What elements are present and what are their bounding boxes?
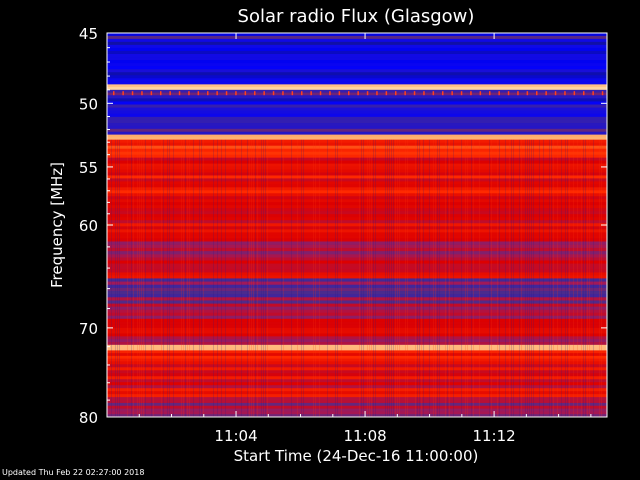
y-tick-label: 45 xyxy=(79,25,98,43)
y-tick-label: 80 xyxy=(79,409,98,427)
y-tick-label: 50 xyxy=(79,95,98,113)
y-axis-label: Frequency [MHz] xyxy=(48,162,66,288)
frequency-band xyxy=(107,303,607,329)
frequency-band xyxy=(107,95,607,124)
x-tick-label: 11:04 xyxy=(214,427,257,445)
frequency-band xyxy=(107,89,607,96)
frequency-band xyxy=(107,84,607,91)
y-tick-label: 60 xyxy=(79,217,98,235)
frequency-band xyxy=(107,154,607,209)
x-tick-label: 11:12 xyxy=(472,427,515,445)
frequency-band xyxy=(107,139,607,156)
frequency-band xyxy=(107,123,607,136)
y-tick-label: 55 xyxy=(79,159,98,177)
frequency-band xyxy=(107,257,607,279)
frequency-band xyxy=(107,134,607,141)
interference-markers xyxy=(113,91,604,96)
frequency-band xyxy=(107,208,607,242)
time-streaks xyxy=(111,139,602,417)
frequency-band xyxy=(107,350,607,362)
frequency-band xyxy=(107,344,607,351)
update-timestamp: Updated Thu Feb 22 02:27:00 2018 xyxy=(2,468,145,477)
frequency-band xyxy=(107,400,607,418)
frequency-band xyxy=(107,41,607,85)
x-axis-label: Start Time (24-Dec-16 11:00:00) xyxy=(234,447,479,465)
chart-title: Solar radio Flux (Glasgow) xyxy=(238,6,475,27)
y-tick-label: 70 xyxy=(79,320,98,338)
frequency-band xyxy=(107,241,607,258)
frequency-band xyxy=(107,327,607,346)
spectrogram-plot-area xyxy=(107,33,607,418)
x-axis: 11:04 11:08 11:12 xyxy=(138,33,592,445)
x-tick-label: 11:08 xyxy=(343,427,386,445)
y-axis: 45 50 55 60 70 80 xyxy=(79,25,607,427)
frequency-band xyxy=(107,361,607,401)
frequency-band xyxy=(107,33,607,43)
frequency-band xyxy=(107,278,607,305)
